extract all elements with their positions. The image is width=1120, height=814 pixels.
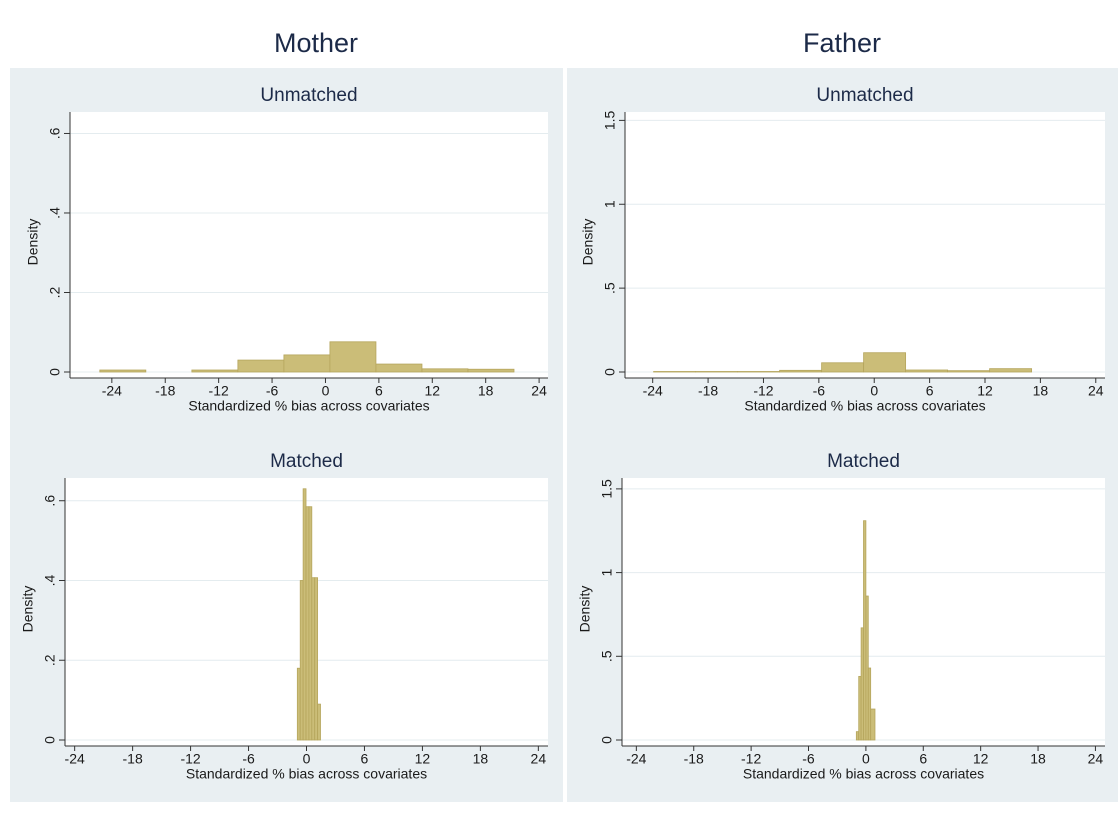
y-tick-label: 1 — [602, 200, 618, 208]
x-tick-label: 0 — [862, 751, 870, 767]
histogram-bar — [653, 371, 697, 373]
chart-title: Unmatched — [260, 85, 357, 106]
histogram-bar — [737, 371, 781, 373]
x-tick-label: 0 — [870, 383, 878, 399]
y-axis-label: Density — [20, 586, 36, 633]
plot-area — [70, 112, 548, 378]
x-tick-label: -24 — [102, 383, 122, 399]
histogram-bar — [695, 371, 739, 373]
x-tick-label: 18 — [473, 751, 489, 767]
y-axis-label: Density — [25, 219, 41, 266]
histogram-bar — [421, 368, 469, 373]
y-tick-label: 1.5 — [602, 110, 618, 130]
x-tick-label: -12 — [180, 751, 200, 767]
x-tick-label: -6 — [266, 383, 279, 399]
plot-area — [625, 112, 1105, 378]
histogram-bar — [283, 354, 331, 373]
column-title: Father — [803, 28, 881, 58]
histogram-bar — [296, 667, 301, 741]
x-tick-label: -6 — [813, 383, 826, 399]
x-axis-label: Standardized % bias across covariates — [744, 398, 985, 414]
x-tick-label: -6 — [242, 751, 255, 767]
x-tick-label: -18 — [684, 751, 704, 767]
x-tick-label: 18 — [1030, 751, 1046, 767]
y-tick-label: 1.5 — [599, 479, 615, 499]
y-tick-label: .2 — [47, 286, 63, 298]
histogram-bar — [863, 352, 907, 373]
histogram-bar — [317, 703, 321, 741]
y-axis-label: Density — [577, 586, 593, 633]
x-tick-label: 6 — [375, 383, 383, 399]
chart-title: Unmatched — [816, 85, 913, 106]
histogram-bar — [311, 577, 316, 741]
histogram-bar — [302, 488, 307, 741]
histogram-bar — [905, 369, 949, 373]
histogram-bar — [989, 368, 1033, 373]
x-tick-label: 24 — [1088, 751, 1104, 767]
x-tick-label: -18 — [123, 751, 143, 767]
histogram-bar — [237, 359, 285, 373]
histogram-bar — [329, 341, 377, 373]
column-title: Mother — [274, 28, 358, 58]
histogram-bar — [779, 369, 823, 373]
x-tick-label: -24 — [643, 383, 663, 399]
x-axis-label: Standardized % bias across covariates — [186, 766, 427, 782]
histogram-bar — [870, 708, 876, 741]
y-tick-label: .4 — [47, 207, 63, 219]
y-tick-label: 0 — [42, 736, 58, 744]
x-tick-label: 0 — [303, 751, 311, 767]
x-tick-label: 6 — [926, 383, 934, 399]
x-tick-label: 12 — [424, 383, 440, 399]
histogram-bar — [308, 506, 313, 741]
x-tick-label: -6 — [802, 751, 815, 767]
x-tick-label: 12 — [973, 751, 989, 767]
histogram-bar — [299, 580, 304, 741]
x-axis-label: Standardized % bias across covariates — [188, 398, 429, 414]
histogram-bar — [867, 667, 872, 741]
x-axis-label: Standardized % bias across covariates — [743, 766, 984, 782]
y-tick-label: 1 — [599, 568, 615, 576]
y-tick-label: 0 — [599, 736, 615, 744]
y-tick-label: 0 — [47, 368, 63, 376]
x-tick-label: -18 — [155, 383, 175, 399]
x-tick-label: 24 — [531, 383, 547, 399]
x-tick-label: -24 — [626, 751, 646, 767]
x-tick-label: -18 — [698, 383, 718, 399]
y-tick-label: 0 — [602, 368, 618, 376]
y-axis-label: Density — [580, 219, 596, 266]
chart-title: Matched — [270, 451, 343, 472]
y-tick-label: .5 — [599, 650, 615, 662]
y-tick-label: .6 — [47, 127, 63, 139]
y-tick-label: .4 — [42, 574, 58, 586]
x-tick-label: -24 — [65, 751, 85, 767]
x-tick-label: 24 — [531, 751, 547, 767]
chart-title: Matched — [827, 451, 900, 472]
histogram-bar — [467, 368, 515, 373]
x-tick-label: 0 — [322, 383, 330, 399]
x-tick-label: 18 — [1033, 383, 1049, 399]
x-tick-label: 12 — [415, 751, 431, 767]
histogram-bar — [821, 362, 865, 373]
x-tick-label: 6 — [361, 751, 369, 767]
y-tick-label: .2 — [42, 654, 58, 666]
x-tick-label: 24 — [1088, 383, 1104, 399]
x-tick-label: 18 — [478, 383, 494, 399]
x-tick-label: 12 — [977, 383, 993, 399]
histogram-bar — [375, 363, 423, 373]
x-tick-label: -12 — [753, 383, 773, 399]
y-tick-label: .6 — [42, 495, 58, 507]
x-tick-label: 6 — [919, 751, 927, 767]
x-tick-label: -12 — [741, 751, 761, 767]
histogram-bar — [947, 370, 991, 373]
x-tick-label: -12 — [209, 383, 229, 399]
histogram-bar — [191, 369, 239, 373]
y-tick-label: .5 — [602, 282, 618, 294]
histogram-bar — [99, 369, 147, 373]
histogram-bar — [314, 577, 319, 741]
histogram-bar — [305, 506, 310, 741]
